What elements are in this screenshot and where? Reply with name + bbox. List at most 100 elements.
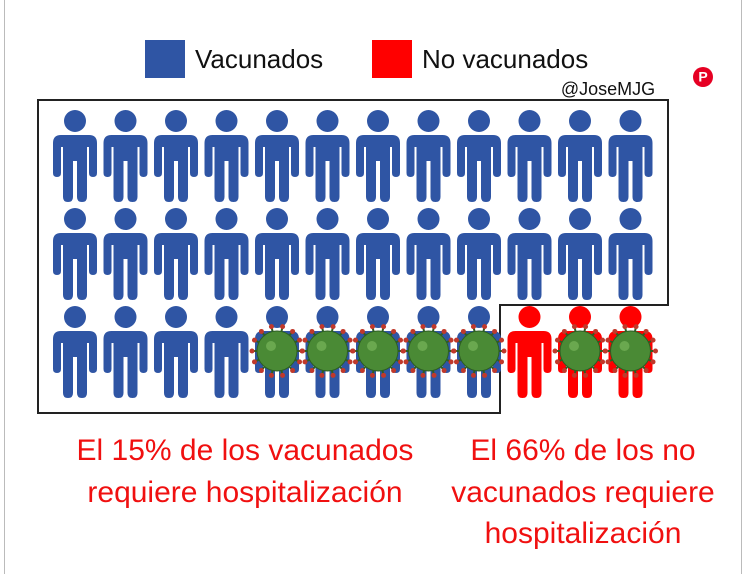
pinterest-icon[interactable]: P — [693, 67, 713, 87]
virus-tip — [605, 359, 611, 365]
virus-tip — [391, 328, 397, 334]
virus-spot — [266, 341, 276, 351]
hospitalized-person — [451, 306, 507, 398]
person — [204, 110, 249, 202]
virus-tip — [403, 337, 409, 343]
virus-tip — [622, 324, 628, 330]
virus-tip — [410, 328, 416, 334]
person-head — [367, 306, 389, 328]
person-head — [64, 208, 86, 230]
virus-tip — [309, 368, 315, 374]
virus-tip — [251, 359, 257, 365]
person — [356, 110, 400, 202]
virus-spot — [316, 341, 327, 351]
person — [406, 208, 451, 300]
person — [457, 208, 501, 300]
person-head — [64, 306, 86, 328]
virus-tip — [302, 359, 308, 365]
caption-line: hospitalización — [485, 517, 682, 550]
virus-tip — [352, 337, 358, 343]
person-head — [215, 208, 238, 230]
virus-tip — [398, 337, 404, 343]
virus-tip — [302, 337, 308, 343]
virus-tip — [593, 328, 599, 334]
virus-tip — [340, 328, 346, 334]
virus — [256, 330, 298, 372]
person-body — [305, 135, 350, 202]
person-head — [619, 208, 642, 230]
virus-tip — [499, 359, 505, 365]
person — [356, 208, 400, 300]
virus-tip — [280, 324, 286, 330]
person-body — [154, 135, 198, 202]
hospitalized-person — [249, 306, 305, 398]
person-head — [468, 208, 490, 230]
legend-swatch — [372, 40, 412, 78]
person-head — [417, 110, 440, 132]
person — [204, 208, 249, 300]
virus-tip — [290, 328, 296, 334]
person-body — [406, 233, 451, 300]
person-head — [316, 306, 339, 328]
virus-tip — [401, 348, 406, 354]
legend-swatch — [145, 40, 185, 78]
person — [507, 110, 552, 202]
virus-tip — [369, 324, 375, 330]
virus-tip — [319, 324, 325, 330]
virus-tip — [441, 328, 447, 334]
virus-tip — [561, 368, 567, 374]
virus — [458, 330, 500, 372]
virus-tip — [268, 324, 274, 330]
person — [507, 208, 552, 300]
caption-line: requiere hospitalización — [87, 476, 402, 509]
virus-tip — [633, 324, 639, 330]
person-body — [558, 135, 602, 202]
person-body — [305, 233, 350, 300]
person-body — [457, 135, 501, 202]
person-head — [518, 208, 541, 230]
person-body — [558, 233, 602, 300]
virus-tip — [391, 368, 397, 374]
virus-tip — [612, 328, 618, 334]
person-head — [165, 208, 187, 230]
person — [558, 110, 602, 202]
virus-tip — [612, 368, 618, 374]
virus-tip — [340, 368, 346, 374]
person — [53, 110, 97, 202]
virus-tip — [319, 372, 325, 378]
virus-tip — [420, 324, 426, 330]
virus-tip — [309, 328, 315, 334]
person-head — [316, 208, 339, 230]
virus — [408, 330, 449, 372]
person-body — [457, 233, 501, 300]
virus-tip — [251, 337, 257, 343]
person-head — [64, 110, 86, 132]
virus-spot — [569, 341, 579, 351]
virus-tip — [470, 372, 476, 378]
virus-tip — [350, 348, 356, 354]
virus-tip — [431, 372, 437, 378]
virus-tip — [398, 359, 404, 365]
person-body — [204, 331, 249, 398]
person — [255, 110, 299, 202]
virus-tip — [583, 324, 589, 330]
virus-spot — [417, 341, 428, 351]
person — [103, 208, 148, 300]
legend-label: Vacunados — [195, 44, 323, 74]
virus-tip — [643, 328, 649, 334]
virus — [559, 330, 601, 372]
virus-tip — [441, 368, 447, 374]
virus-tip — [554, 359, 560, 365]
virus-tip — [583, 372, 589, 378]
virus-tip — [605, 337, 611, 343]
person-body — [103, 331, 148, 398]
virus-tip — [453, 359, 459, 365]
person-body — [608, 135, 653, 202]
person-head — [468, 306, 490, 328]
virus-tip — [403, 359, 409, 365]
virus-tip — [280, 372, 286, 378]
virus-tip — [492, 328, 498, 334]
person — [305, 110, 350, 202]
person-head — [266, 208, 288, 230]
person-body — [53, 135, 97, 202]
